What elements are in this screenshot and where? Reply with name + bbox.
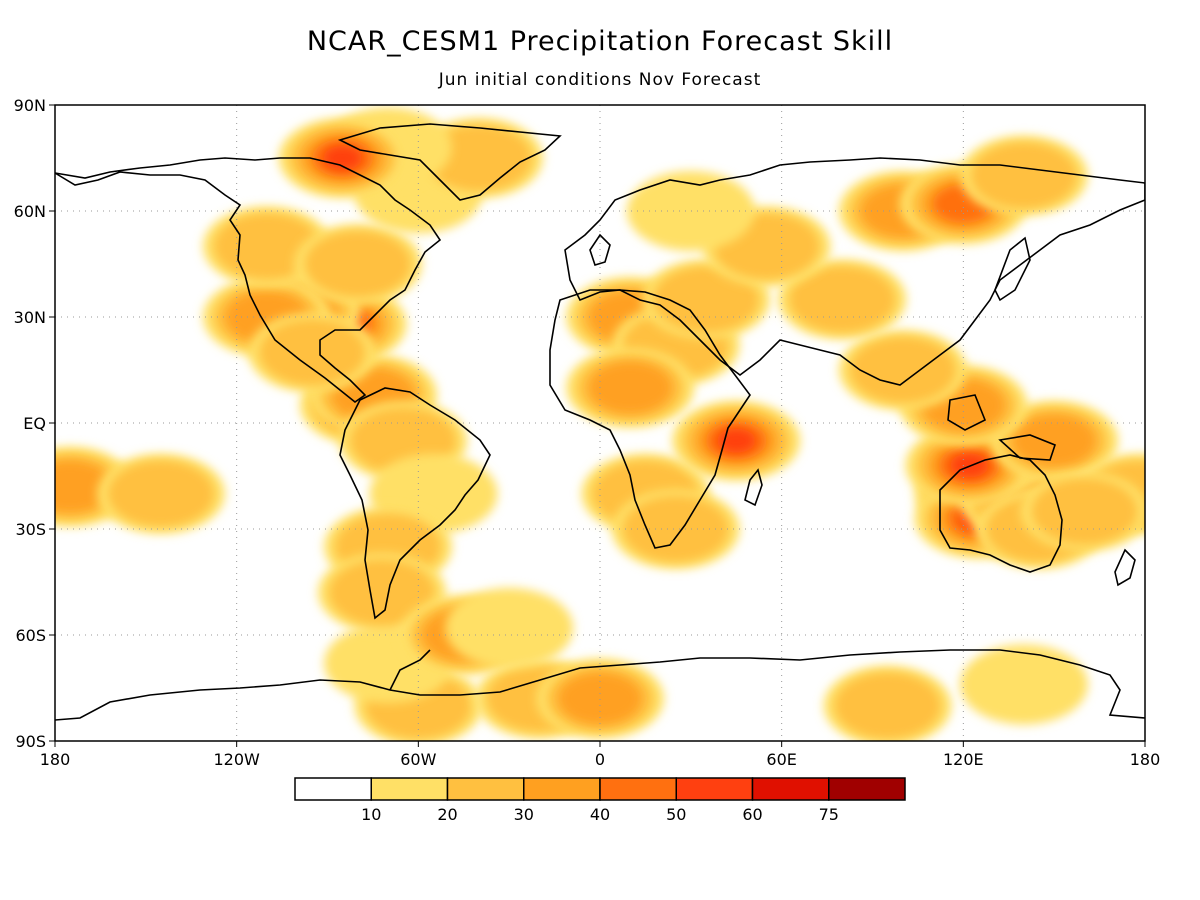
coast-australia bbox=[939, 454, 1063, 573]
coast-borneo bbox=[947, 394, 987, 431]
colorbar-label: 50 bbox=[666, 805, 686, 824]
colorbar-label: 10 bbox=[361, 805, 381, 824]
skill-region bbox=[1012, 414, 1096, 467]
skill-region bbox=[588, 361, 672, 414]
lon-tick-label: 60W bbox=[400, 750, 436, 769]
skill-region bbox=[959, 644, 1088, 725]
colorbar-label: 30 bbox=[514, 805, 534, 824]
colorbar-swatch bbox=[828, 777, 906, 801]
lon-tick-label: 60E bbox=[766, 750, 796, 769]
coast-africa bbox=[549, 289, 751, 549]
colorbar-label: 75 bbox=[819, 805, 839, 824]
coast-new-guinea bbox=[998, 434, 1056, 461]
coast-south-america bbox=[339, 387, 491, 620]
colorbar-swatch bbox=[751, 777, 830, 801]
chart-subtitle: Jun initial conditions Nov Forecast bbox=[438, 70, 762, 90]
lat-tick-label: 90N bbox=[14, 96, 46, 115]
coast-greenland bbox=[337, 123, 562, 201]
coast-japan bbox=[994, 236, 1031, 302]
skill-region bbox=[971, 142, 1077, 209]
skill-region bbox=[304, 231, 411, 297]
skill-region bbox=[1031, 478, 1138, 545]
lat-tick-label: 90S bbox=[15, 732, 46, 751]
lat-tick-label: 60S bbox=[15, 626, 46, 645]
colorbar-label: 20 bbox=[437, 805, 457, 824]
skill-region bbox=[626, 171, 755, 251]
lat-tick-label: EQ bbox=[23, 414, 46, 433]
skill-region bbox=[834, 672, 941, 739]
skill-region bbox=[789, 266, 896, 333]
skill-region bbox=[259, 319, 366, 386]
lon-tick-label: 120E bbox=[943, 750, 984, 769]
coast-antarctic-peninsula bbox=[389, 649, 431, 691]
lat-tick-label: 30S bbox=[15, 520, 46, 539]
lon-tick-label: 180 bbox=[1130, 750, 1161, 769]
coastlines bbox=[55, 123, 1145, 721]
skill-shading bbox=[55, 107, 1145, 741]
colorbar-swatch bbox=[370, 777, 449, 801]
lon-tick-label: 120W bbox=[213, 750, 260, 769]
lat-tick-label: 30N bbox=[14, 308, 46, 327]
colorbar-label: 40 bbox=[590, 805, 610, 824]
colorbar-swatch bbox=[599, 777, 677, 801]
coast-north-america bbox=[55, 157, 442, 403]
skill-region bbox=[653, 266, 759, 333]
coast-madagascar bbox=[744, 468, 763, 507]
colorbar-legend: 10 20 30 40 50 60 75 bbox=[294, 777, 906, 824]
colorbar-swatch bbox=[446, 777, 525, 801]
skill-region bbox=[622, 496, 729, 562]
skill-region bbox=[849, 337, 956, 403]
chart-title: NCAR_CESM1 Precipitation Forecast Skill bbox=[306, 26, 894, 57]
skill-region bbox=[214, 213, 320, 280]
colorbar-swatch bbox=[523, 777, 601, 801]
gridlines bbox=[55, 105, 1145, 741]
skill-region bbox=[445, 587, 574, 668]
coast-eurasia bbox=[564, 157, 1145, 386]
colorbar-label: 60 bbox=[742, 805, 762, 824]
skill-region bbox=[55, 460, 112, 513]
colorbar-swatch bbox=[675, 777, 754, 801]
skill-region bbox=[558, 672, 642, 725]
lat-tick-label: 60N bbox=[14, 202, 46, 221]
coast-uk bbox=[589, 233, 611, 266]
colorbar-swatch bbox=[294, 777, 372, 801]
coast-antarctica bbox=[55, 649, 1145, 721]
lon-tick-label: 0 bbox=[595, 750, 605, 769]
skill-region bbox=[108, 460, 214, 527]
lon-tick-label: 180 bbox=[40, 750, 71, 769]
coast-new-zealand bbox=[1114, 548, 1136, 587]
skill-region bbox=[329, 559, 435, 626]
